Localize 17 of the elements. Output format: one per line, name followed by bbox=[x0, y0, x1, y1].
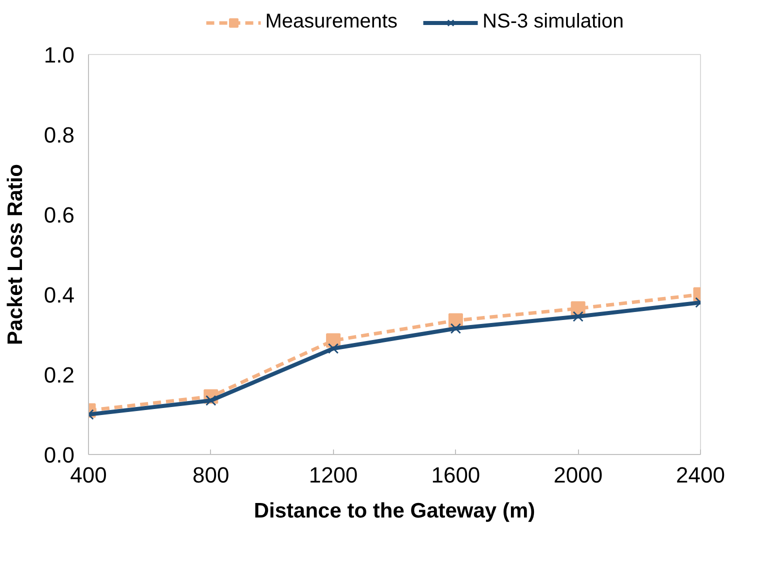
x-tick-label: 1200 bbox=[308, 462, 358, 488]
legend-label: Measurements bbox=[265, 10, 398, 34]
x-tick-label: 1600 bbox=[431, 462, 480, 488]
y-tick-label: 0.4 bbox=[44, 282, 75, 308]
x-tick-label: 800 bbox=[192, 462, 230, 488]
y-axis-title: Packet Loss Ratio bbox=[4, 164, 27, 345]
point bbox=[450, 323, 462, 334]
x-tick-label: 2400 bbox=[676, 462, 725, 488]
x-axis-title: Distance to the Gateway (m) bbox=[254, 500, 536, 522]
y-tick-label: 1.0 bbox=[44, 42, 75, 68]
x-tick-label: 2000 bbox=[554, 462, 603, 488]
legend-label: NS-3 simulation bbox=[482, 10, 624, 34]
point bbox=[328, 343, 339, 354]
y-tick-label: 0.8 bbox=[44, 122, 75, 148]
y-tick-label: 0.2 bbox=[44, 362, 75, 388]
y-tick-label: 0.6 bbox=[44, 202, 75, 228]
point bbox=[572, 311, 584, 322]
